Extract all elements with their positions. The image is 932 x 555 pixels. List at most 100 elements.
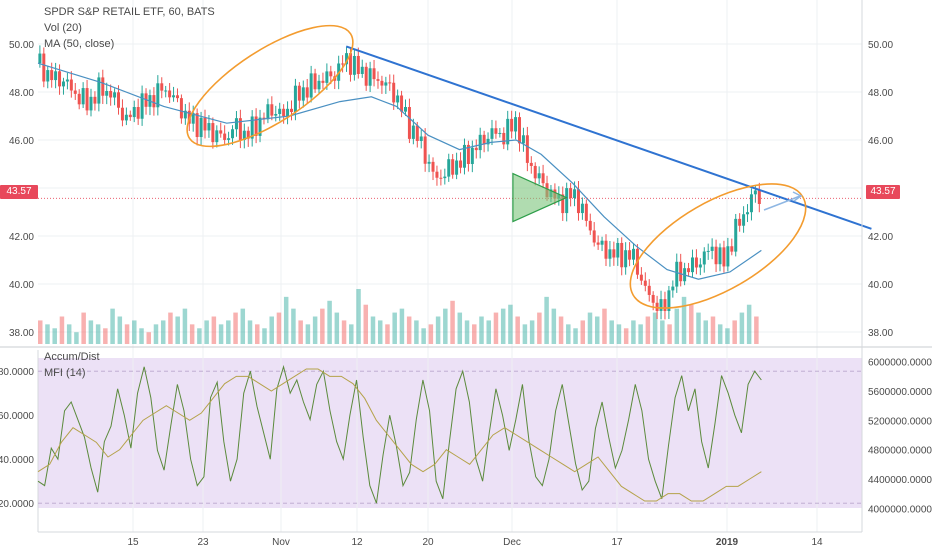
candle-body <box>659 299 663 311</box>
candle-body <box>730 246 734 252</box>
candle-body <box>482 134 486 145</box>
volume-bar <box>66 324 72 344</box>
volume-bar <box>204 320 209 344</box>
last-price-badge-right: 43.57 <box>866 185 900 199</box>
candle-body <box>313 73 317 90</box>
candle-body <box>663 299 667 312</box>
volume-bar <box>182 308 188 344</box>
candle-body <box>726 246 730 267</box>
volume-bar <box>717 324 723 344</box>
mfi-band <box>38 358 862 508</box>
volume-bar <box>681 296 687 344</box>
candle-body <box>325 71 329 83</box>
volume-bar <box>298 320 303 344</box>
candle-body <box>694 257 698 268</box>
y-tick-label-right: 42.00 <box>868 232 893 243</box>
volume-bar <box>226 320 231 344</box>
candle-body <box>254 116 258 136</box>
candle-body <box>270 104 274 116</box>
candle-body <box>341 63 345 65</box>
candle-body <box>65 79 69 82</box>
volume-bar <box>739 312 745 344</box>
candle-body <box>466 144 470 165</box>
last-price-badge-left: 43.57 <box>0 185 38 199</box>
candle-body <box>203 117 207 131</box>
candle-body <box>478 134 482 151</box>
candle-body <box>364 66 368 86</box>
highlight-ellipse-right <box>629 183 807 309</box>
candle-body <box>289 108 293 112</box>
y-tick-label-left: 40.00 <box>9 280 34 291</box>
candle-body <box>608 249 612 259</box>
candle-body <box>191 113 195 124</box>
volume-bar <box>52 328 57 344</box>
volume-bar <box>500 308 506 344</box>
candle-body <box>620 242 624 268</box>
y-tick-label-left: 42.00 <box>9 232 34 243</box>
candle-body <box>753 190 757 195</box>
candle-body <box>600 240 604 245</box>
volume-bar <box>623 328 629 344</box>
y-tick-label-right: 48.00 <box>868 88 893 99</box>
candle-body <box>706 250 710 252</box>
volume-bar <box>508 304 513 344</box>
candle-body <box>738 218 742 226</box>
candle-body <box>407 107 411 139</box>
volume-bar <box>631 320 636 344</box>
projection-arrowhead <box>792 191 803 202</box>
volume-bar <box>696 312 701 344</box>
candle-body <box>274 113 278 116</box>
candle-body <box>242 130 246 140</box>
candle-body <box>77 93 81 105</box>
candle-body <box>632 248 636 260</box>
candle-body <box>565 188 569 214</box>
volume-bar <box>486 320 491 344</box>
candle-body <box>120 107 124 121</box>
candle-body <box>518 117 522 144</box>
volume-bar <box>689 304 694 344</box>
candle-body <box>113 92 117 98</box>
y-tick-label-right: 46.00 <box>868 136 893 147</box>
candle-body <box>722 247 726 267</box>
volume-bar <box>703 320 708 344</box>
candle-body <box>734 218 738 252</box>
candle-body <box>580 203 584 214</box>
volume-bar <box>327 300 332 344</box>
volume-bar <box>746 304 752 344</box>
volume-bar <box>276 312 282 344</box>
volume-bar <box>110 308 115 344</box>
candle-body <box>164 90 168 92</box>
mfi-legend: MFI (14) <box>44 367 86 379</box>
volume-bar <box>667 324 672 344</box>
volume-bar <box>674 308 680 344</box>
candle-body <box>529 162 533 166</box>
candle-body <box>403 107 407 112</box>
y-tick-label-right: 38.00 <box>868 328 893 339</box>
volume-bar <box>45 324 50 344</box>
candle-body <box>376 79 380 81</box>
candle-body <box>329 71 333 77</box>
candle-body <box>628 250 632 260</box>
ad-legend: Accum/Dist <box>44 351 100 363</box>
volume-bar <box>551 308 557 344</box>
volume-bar <box>168 312 173 344</box>
candle-body <box>309 73 313 98</box>
triangle-pattern <box>512 172 568 223</box>
candle-body <box>46 70 50 82</box>
candle-body <box>616 242 620 258</box>
x-tick-label: Dec <box>503 537 521 548</box>
volume-bar <box>392 312 397 344</box>
candle-body <box>156 83 160 108</box>
candle-body <box>525 135 529 163</box>
candle-body <box>486 138 490 145</box>
candle-body <box>321 80 325 83</box>
candle-body <box>152 95 156 108</box>
volume-bar <box>421 328 426 344</box>
volume-bar <box>153 324 159 344</box>
resistance-trendline <box>345 45 872 230</box>
candle-body <box>667 290 671 312</box>
volume-bar <box>457 312 463 344</box>
volume-bar <box>609 320 614 344</box>
volume-bar <box>414 320 419 344</box>
